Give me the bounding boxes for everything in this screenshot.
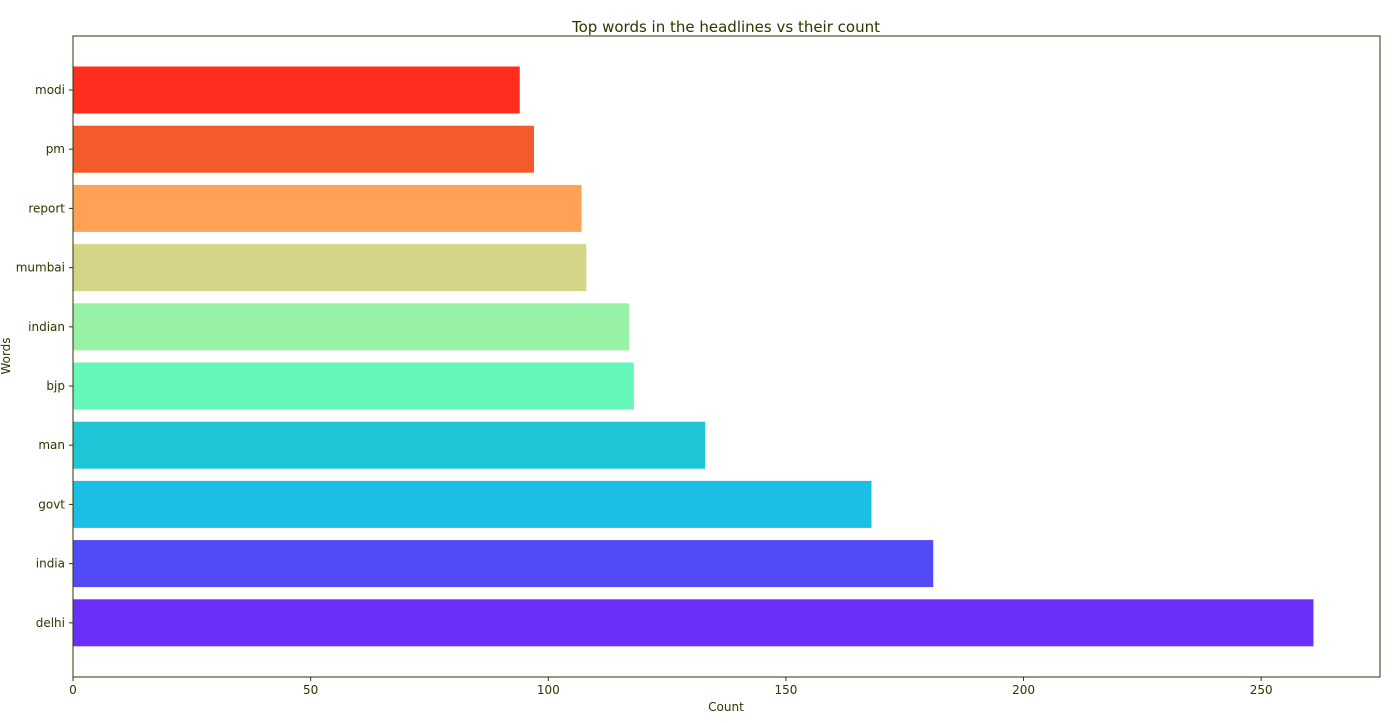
y-tick-label: delhi	[36, 616, 65, 630]
plot-frame	[72, 35, 1381, 678]
x-tick-label: 250	[1250, 683, 1273, 697]
y-tick-label: govt	[38, 497, 65, 511]
x-tick-label: 200	[1012, 683, 1035, 697]
bar-govt	[73, 480, 872, 528]
x-tick-label: 100	[537, 683, 560, 697]
y-tick-label: bjp	[46, 379, 65, 393]
y-tick-label: modi	[35, 83, 65, 97]
y-tick-label: india	[36, 557, 65, 571]
bar-man	[73, 421, 706, 469]
x-tick-label: 0	[69, 683, 77, 697]
x-axis: 0 50 100 150 200 250	[69, 677, 1273, 697]
y-tick-label: report	[28, 201, 65, 215]
bar-report	[73, 184, 582, 232]
bar-modi	[73, 66, 520, 114]
y-axis: modi pm report mumbai indian bjp man govt india d…	[16, 83, 73, 630]
y-tick-label: pm	[46, 142, 65, 156]
x-tick-label: 50	[303, 683, 318, 697]
y-tick-label: indian	[28, 320, 65, 334]
y-tick-label: mumbai	[16, 261, 65, 275]
bar-india	[73, 540, 934, 588]
bar-pm	[73, 125, 535, 173]
bar-mumbai	[73, 244, 587, 292]
chart-title: Top words in the headlines vs their coun…	[571, 18, 880, 36]
bar-bjp	[73, 362, 634, 410]
bars	[73, 66, 1314, 647]
y-axis-label: Words	[0, 337, 13, 374]
x-axis-label: Count	[708, 700, 744, 714]
x-tick-label: 150	[774, 683, 797, 697]
bar-indian	[73, 303, 630, 351]
bar-delhi	[73, 599, 1314, 647]
y-tick-label: man	[38, 438, 65, 452]
